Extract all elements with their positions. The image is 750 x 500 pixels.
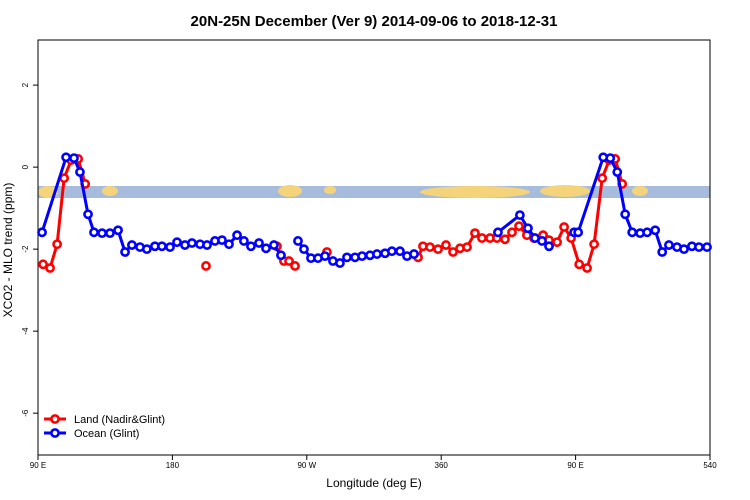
data-point bbox=[694, 242, 704, 252]
data-point bbox=[357, 251, 367, 262]
y-tick-label: 0 bbox=[21, 164, 30, 169]
y-axis-label: XCO2 - MLO trend (ppm) bbox=[1, 183, 15, 318]
data-point bbox=[650, 225, 661, 236]
data-point bbox=[45, 263, 55, 273]
data-point bbox=[702, 242, 712, 252]
data-point bbox=[202, 240, 212, 250]
data-point bbox=[679, 244, 689, 255]
legend-marker bbox=[50, 428, 60, 438]
data-point bbox=[552, 237, 562, 248]
x-tick-label: 540 bbox=[703, 461, 717, 470]
data-point bbox=[409, 249, 419, 259]
data-point bbox=[664, 240, 674, 250]
data-point bbox=[544, 241, 554, 252]
data-point bbox=[52, 239, 63, 250]
data-point bbox=[75, 167, 85, 177]
data-point bbox=[89, 227, 99, 238]
data-point bbox=[605, 153, 616, 164]
data-point bbox=[157, 241, 167, 252]
legend-label: Land (Nadir&Glint) bbox=[74, 414, 165, 426]
data-point bbox=[514, 210, 525, 221]
data-point bbox=[69, 153, 79, 164]
data-point bbox=[320, 251, 330, 262]
data-point bbox=[582, 263, 592, 273]
data-point bbox=[574, 259, 585, 270]
data-point bbox=[514, 221, 524, 232]
data-point bbox=[37, 227, 47, 238]
data-point bbox=[642, 227, 653, 238]
y-tick-label: -4 bbox=[21, 327, 30, 335]
data-point bbox=[232, 230, 242, 241]
data-point bbox=[493, 227, 503, 238]
legend-marker bbox=[50, 414, 60, 424]
data-point bbox=[276, 250, 286, 261]
y-tick-label: 2 bbox=[21, 82, 30, 87]
data-point bbox=[523, 223, 533, 234]
data-point bbox=[224, 239, 234, 250]
data-point bbox=[477, 233, 487, 243]
data-point bbox=[201, 261, 211, 271]
data-point bbox=[597, 173, 608, 184]
data-point bbox=[38, 259, 48, 270]
data-point bbox=[372, 249, 382, 259]
y-tick-label: -6 bbox=[21, 409, 30, 417]
data-point bbox=[261, 243, 271, 254]
data-point bbox=[254, 238, 264, 248]
x-tick-label: 180 bbox=[166, 461, 180, 470]
data-point bbox=[335, 258, 345, 268]
data-point bbox=[293, 236, 303, 246]
data-point bbox=[537, 236, 547, 246]
data-point bbox=[97, 228, 107, 239]
x-tick-label: 90 E bbox=[30, 461, 46, 470]
chart-title: 20N-25N December (Ver 9) 2014-09-06 to 2… bbox=[191, 13, 558, 30]
x-tick-label: 90 W bbox=[297, 461, 316, 470]
data-point bbox=[627, 227, 638, 238]
data-point bbox=[433, 244, 443, 255]
data-point bbox=[239, 236, 249, 246]
data-point bbox=[425, 242, 435, 252]
data-point bbox=[113, 225, 123, 236]
data-point bbox=[559, 222, 570, 232]
data-point bbox=[269, 240, 279, 250]
data-point bbox=[620, 209, 631, 220]
x-tick-label: 360 bbox=[435, 461, 449, 470]
data-point bbox=[141, 244, 152, 255]
x-axis-label: Longitude (deg E) bbox=[326, 476, 421, 490]
data-point bbox=[612, 167, 623, 177]
map-strip bbox=[38, 185, 710, 198]
data-point bbox=[573, 227, 584, 238]
data-point bbox=[246, 241, 256, 252]
data-point bbox=[507, 227, 517, 238]
data-point bbox=[589, 239, 600, 250]
data-point bbox=[105, 228, 115, 239]
data-point bbox=[387, 246, 397, 257]
data-point bbox=[83, 209, 93, 220]
data-point bbox=[448, 247, 458, 257]
data-point bbox=[395, 246, 405, 257]
y-tick-label: -2 bbox=[21, 245, 30, 253]
data-point bbox=[470, 228, 480, 239]
data-point bbox=[500, 234, 510, 245]
x-tick-label: 90 E bbox=[567, 461, 583, 470]
data-point bbox=[172, 237, 182, 248]
legend-label: Ocean (Glint) bbox=[74, 428, 139, 440]
data-point bbox=[165, 242, 175, 252]
data-point bbox=[284, 256, 294, 266]
data-point bbox=[342, 252, 352, 263]
data-point bbox=[187, 238, 197, 248]
data-point bbox=[120, 247, 130, 257]
data-point bbox=[61, 152, 71, 163]
data-point bbox=[290, 261, 300, 271]
data-point bbox=[462, 242, 472, 252]
data-point bbox=[657, 247, 668, 257]
data-point bbox=[217, 235, 227, 246]
data-point bbox=[299, 244, 309, 255]
data-point bbox=[127, 240, 137, 250]
data-point bbox=[441, 240, 451, 250]
